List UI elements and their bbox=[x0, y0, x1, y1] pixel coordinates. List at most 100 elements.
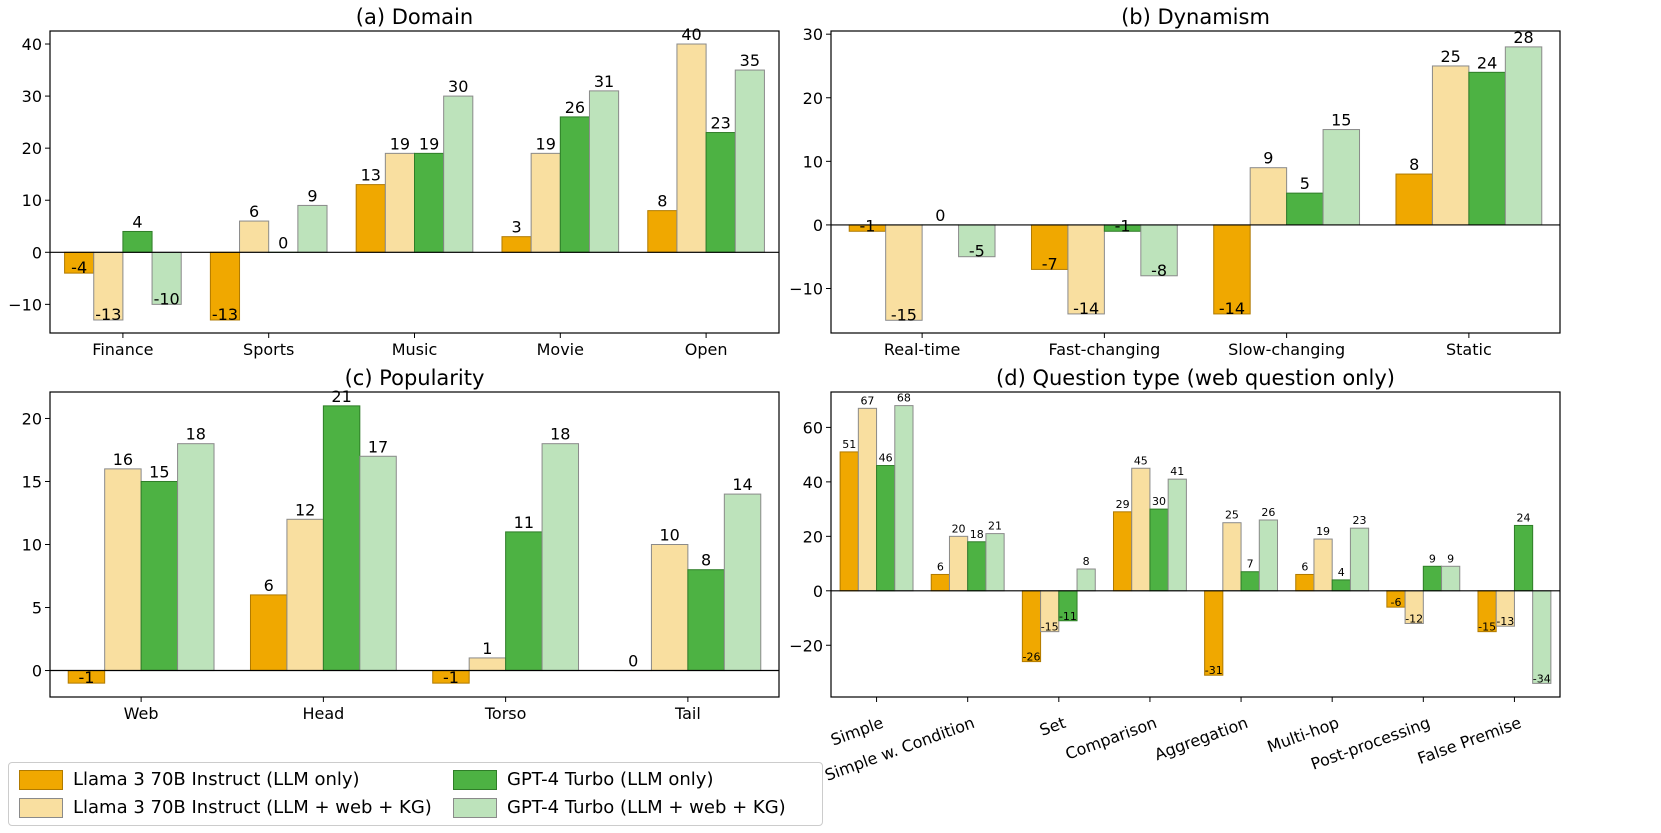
x-tick-label: Set bbox=[1037, 713, 1068, 740]
data-label: 26 bbox=[565, 98, 585, 117]
bar-llama-llm-only-static bbox=[1395, 173, 1433, 226]
x-tick-label: Music bbox=[392, 340, 438, 359]
legend-item-gpt4-llm-only: GPT-4 Turbo (LLM only) bbox=[453, 769, 713, 790]
bar-gpt4-rag-set bbox=[1076, 568, 1096, 592]
plot-frame bbox=[49, 391, 780, 698]
x-tick-label: Finance bbox=[92, 340, 153, 359]
legend-item-gpt4-rag: GPT-4 Turbo (LLM + web + KG) bbox=[453, 797, 786, 818]
x-tick-label: False Premise bbox=[1415, 713, 1524, 768]
bar-llama-llm-only-open bbox=[647, 210, 678, 253]
x-tick-label: Web bbox=[124, 704, 159, 723]
legend-label: Llama 3 70B Instruct (LLM + web + KG) bbox=[73, 797, 432, 818]
y-tick-label: 40 bbox=[22, 35, 42, 54]
legend-item-llama-llm-only: Llama 3 70B Instruct (LLM only) bbox=[19, 769, 360, 790]
bar-llama-rag-finance bbox=[93, 251, 124, 321]
bar-llama-rag-music bbox=[384, 152, 415, 253]
y-tick-label: 5 bbox=[32, 599, 42, 618]
data-label: 12 bbox=[295, 500, 315, 519]
y-tick-label: 10 bbox=[22, 191, 42, 210]
legend-swatch-llama-llm-only bbox=[19, 769, 63, 790]
data-label: 31 bbox=[594, 72, 614, 91]
x-tick-label: Static bbox=[1446, 340, 1492, 359]
data-label: 67 bbox=[860, 394, 874, 407]
data-label: -10 bbox=[154, 289, 180, 308]
data-label: -13 bbox=[212, 305, 238, 324]
bar-llama-rag-static bbox=[1431, 65, 1470, 226]
bar-gpt4-llm-only-false-premise bbox=[1513, 524, 1534, 592]
bar-gpt4-rag-web bbox=[177, 443, 215, 672]
data-label: -13 bbox=[95, 305, 121, 324]
data-label: 18 bbox=[970, 528, 984, 541]
legend-item-llama-rag: Llama 3 70B Instruct (LLM + web + KG) bbox=[19, 797, 432, 818]
data-label: 19 bbox=[1316, 525, 1330, 538]
data-label: -1 bbox=[78, 668, 94, 687]
bar-gpt4-rag-aggregation bbox=[1258, 519, 1279, 592]
legend-swatch-gpt4-rag bbox=[453, 797, 497, 818]
bar-gpt4-llm-only-multi-hop bbox=[1331, 579, 1351, 592]
legend-swatch-gpt4-llm-only bbox=[453, 769, 497, 790]
bar-llama-rag-head bbox=[286, 518, 324, 672]
data-label: 9 bbox=[1447, 552, 1454, 565]
data-label: 41 bbox=[1170, 465, 1184, 478]
bar-llama-rag-multi-hop bbox=[1313, 538, 1333, 592]
data-label: 30 bbox=[1152, 495, 1166, 508]
y-tick-label: 30 bbox=[803, 25, 823, 44]
y-tick-label: 60 bbox=[803, 418, 823, 437]
chart-title: (c) Popularity bbox=[345, 366, 485, 390]
plot-frame bbox=[49, 30, 780, 334]
data-label: 15 bbox=[149, 462, 169, 481]
bar-llama-llm-only-simple-w-condition bbox=[930, 573, 950, 592]
data-label: 13 bbox=[361, 166, 381, 185]
bar-llama-rag-aggregation bbox=[1222, 522, 1242, 592]
data-label: 46 bbox=[879, 452, 893, 465]
bar-gpt4-llm-only-simple-w-condition bbox=[967, 541, 987, 592]
data-label: 40 bbox=[681, 25, 701, 44]
data-label: 8 bbox=[1083, 555, 1090, 568]
chart-title: (b) Dynamism bbox=[1121, 5, 1270, 29]
data-label: -1 bbox=[1115, 216, 1131, 235]
bar-gpt4-rag-simple-w-condition bbox=[985, 533, 1005, 592]
data-label: -15 bbox=[1041, 621, 1059, 634]
bar-gpt4-rag-head bbox=[359, 455, 397, 672]
x-tick-label: Simple w. Condition bbox=[822, 713, 977, 785]
legend-label: Llama 3 70B Instruct (LLM only) bbox=[73, 769, 360, 790]
data-label: 9 bbox=[1263, 149, 1273, 168]
data-label: -14 bbox=[1073, 299, 1099, 318]
x-tick-label: Sports bbox=[243, 340, 294, 359]
bar-llama-llm-only-simple bbox=[839, 451, 859, 592]
bar-gpt4-rag-torso bbox=[541, 443, 580, 672]
data-label: 9 bbox=[307, 186, 317, 205]
data-label: 19 bbox=[536, 134, 556, 153]
data-label: 19 bbox=[390, 134, 410, 153]
data-label: 8 bbox=[657, 192, 667, 211]
data-label: 8 bbox=[701, 551, 711, 570]
data-label: -1 bbox=[859, 216, 875, 235]
data-label: -6 bbox=[1390, 596, 1401, 609]
bar-llama-rag-tail bbox=[650, 544, 689, 672]
bar-llama-rag-sports bbox=[239, 220, 270, 253]
data-label: 24 bbox=[1477, 53, 1497, 72]
data-label: 45 bbox=[1134, 454, 1148, 467]
data-label: 30 bbox=[448, 77, 468, 96]
data-label: -11 bbox=[1059, 610, 1077, 623]
bar-llama-rag-open bbox=[676, 43, 707, 253]
bar-gpt4-rag-simple bbox=[894, 405, 914, 592]
data-label: 21 bbox=[331, 387, 351, 406]
bar-llama-rag-real-time bbox=[885, 224, 923, 321]
data-label: 3 bbox=[511, 218, 521, 237]
bar-gpt4-rag-multi-hop bbox=[1349, 527, 1370, 592]
bar-gpt4-llm-only-comparison bbox=[1149, 508, 1169, 592]
bar-gpt4-llm-only-aggregation bbox=[1240, 571, 1260, 592]
y-tick-label: 20 bbox=[22, 409, 42, 428]
bar-gpt4-rag-static bbox=[1504, 46, 1543, 226]
bar-gpt4-llm-only-torso bbox=[505, 531, 543, 672]
data-label: 1 bbox=[482, 639, 492, 658]
bar-gpt4-llm-only-static bbox=[1468, 71, 1506, 226]
data-label: 18 bbox=[186, 425, 206, 444]
data-label: 20 bbox=[952, 522, 966, 535]
data-label: -14 bbox=[1219, 299, 1245, 318]
chart-panel-4: (d) Question type (web question only) −20… bbox=[789, 366, 1561, 785]
data-label: -15 bbox=[1478, 621, 1496, 634]
y-tick-label: −10 bbox=[789, 279, 823, 298]
bar-gpt4-llm-only-open bbox=[705, 132, 736, 253]
